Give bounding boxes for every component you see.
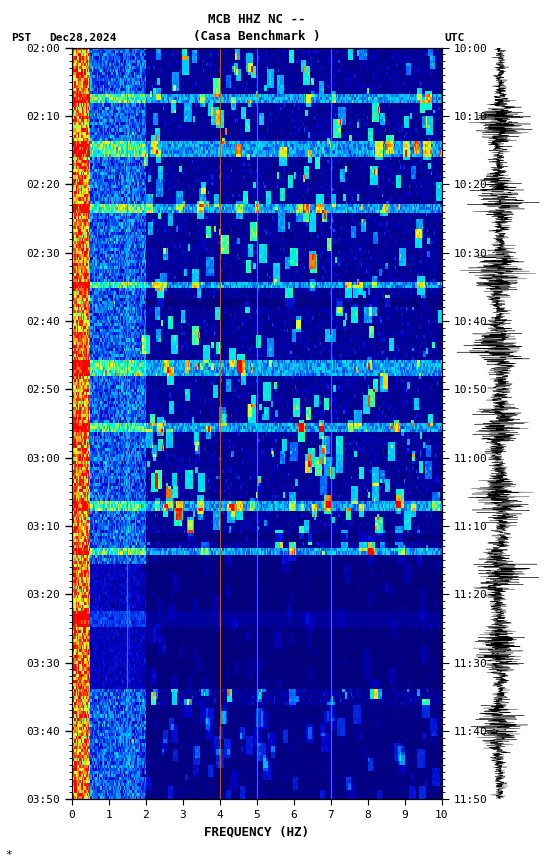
X-axis label: FREQUENCY (HZ): FREQUENCY (HZ) <box>204 825 309 838</box>
Text: Dec28,2024: Dec28,2024 <box>50 33 117 43</box>
Text: UTC: UTC <box>444 33 465 43</box>
Text: MCB HHZ NC --: MCB HHZ NC -- <box>208 13 305 26</box>
Text: (Casa Benchmark ): (Casa Benchmark ) <box>193 30 320 43</box>
Text: PST: PST <box>11 33 31 43</box>
Text: *: * <box>6 849 12 860</box>
